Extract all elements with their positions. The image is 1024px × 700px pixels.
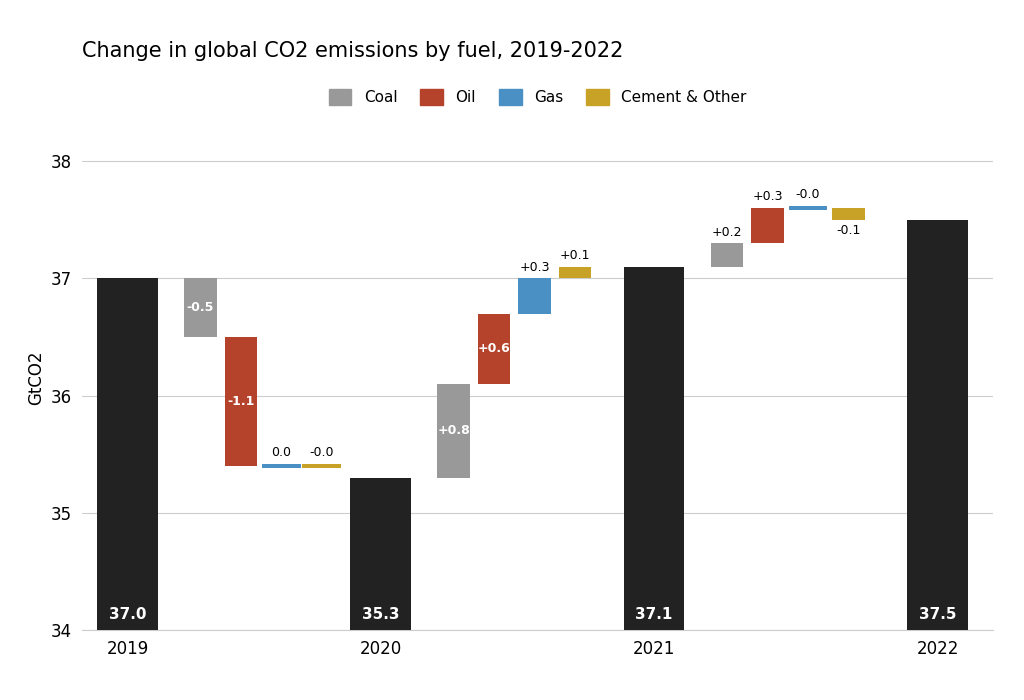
Bar xyxy=(262,463,301,468)
Bar xyxy=(788,206,827,211)
Bar xyxy=(518,279,551,314)
Text: 37.5: 37.5 xyxy=(919,607,956,622)
Bar xyxy=(184,279,217,337)
Text: -1.1: -1.1 xyxy=(227,395,255,408)
Text: +0.1: +0.1 xyxy=(560,249,590,262)
Bar xyxy=(97,279,158,630)
Bar xyxy=(437,384,470,477)
Text: 37.0: 37.0 xyxy=(109,607,146,622)
Legend: Coal, Oil, Gas, Cement & Other: Coal, Oil, Gas, Cement & Other xyxy=(323,83,753,111)
Bar xyxy=(302,463,341,468)
Bar xyxy=(478,314,510,384)
Text: +0.3: +0.3 xyxy=(753,190,782,204)
Text: 35.3: 35.3 xyxy=(361,607,399,622)
Text: -0.5: -0.5 xyxy=(186,301,214,314)
Text: +0.2: +0.2 xyxy=(712,225,742,239)
Bar xyxy=(833,208,864,220)
Bar xyxy=(752,208,783,243)
Text: +0.8: +0.8 xyxy=(437,424,470,438)
Text: +0.6: +0.6 xyxy=(477,342,510,355)
Bar xyxy=(224,337,257,466)
Text: 0.0: 0.0 xyxy=(271,446,292,459)
Bar xyxy=(624,267,684,630)
Bar xyxy=(907,220,968,630)
Y-axis label: GtCO2: GtCO2 xyxy=(28,351,45,405)
Text: +0.3: +0.3 xyxy=(519,260,550,274)
Text: -0.0: -0.0 xyxy=(309,446,334,459)
Bar xyxy=(559,267,591,279)
Bar xyxy=(711,243,743,267)
Text: -0.0: -0.0 xyxy=(796,188,820,201)
Bar xyxy=(350,477,411,630)
Text: -0.1: -0.1 xyxy=(837,225,860,237)
Text: 37.1: 37.1 xyxy=(635,607,673,622)
Text: Change in global CO2 emissions by fuel, 2019-2022: Change in global CO2 emissions by fuel, … xyxy=(82,41,624,61)
